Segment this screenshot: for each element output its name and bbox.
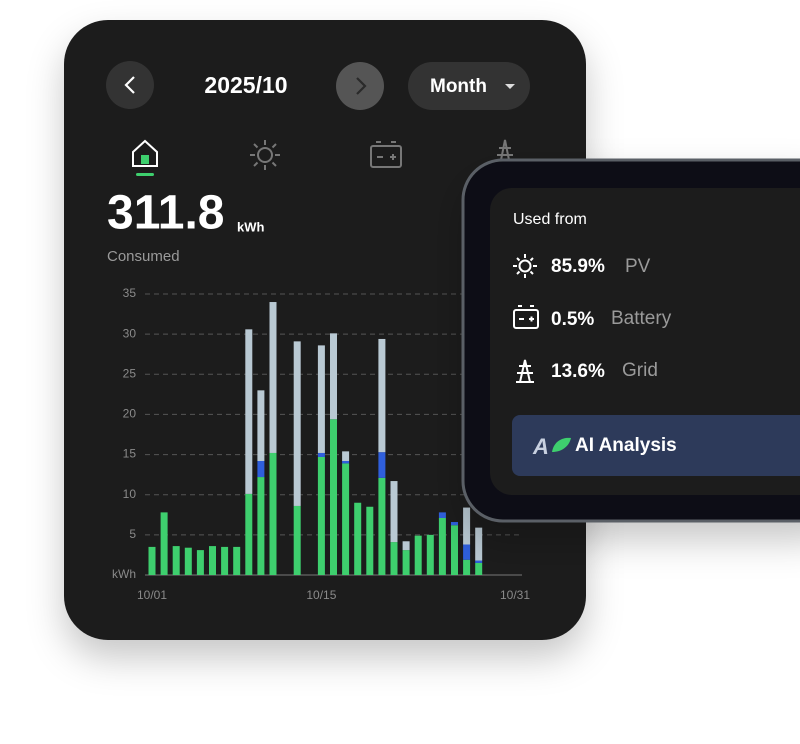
bar-segment (475, 562, 483, 575)
main-card (64, 20, 586, 640)
bar-segment (402, 550, 410, 575)
period: 2025/10 (204, 72, 287, 98)
bar-segment (221, 546, 229, 575)
y-tick-label: 10 (123, 487, 137, 501)
bar-segment (233, 546, 241, 575)
svg-text:A: A (532, 434, 549, 459)
bar-segment (463, 507, 471, 545)
bar-segment (378, 452, 386, 478)
bar-segment (184, 547, 192, 575)
y-tick-label: 15 (123, 447, 137, 461)
bar-segment (426, 534, 434, 575)
battery-icon (513, 305, 539, 329)
bar-segment (160, 512, 168, 575)
bar-segment (269, 302, 277, 453)
bar-segment (451, 522, 458, 526)
y-tick-label: 25 (123, 366, 137, 380)
grid-source: Grid (622, 360, 658, 381)
bar-segment (390, 481, 398, 543)
bar-segment (378, 477, 386, 575)
bar-segment (172, 546, 180, 575)
total-unit: kWh (237, 219, 265, 234)
bar-segment (342, 451, 350, 461)
breakdown-title: Used from (513, 211, 587, 228)
grid-icon (516, 359, 534, 383)
tabs (132, 139, 513, 176)
prev-icon (124, 76, 135, 94)
ai-button-label: AI Analysis (575, 435, 677, 456)
ai-button[interactable]: A AI Analysis (512, 415, 800, 476)
y-tick-label: 5 (129, 527, 136, 541)
battery-tab[interactable] (370, 141, 402, 168)
bar-segment (293, 505, 301, 575)
pv-percent: 85.9% (551, 256, 605, 277)
bar-segment (438, 517, 446, 575)
battery-source: Battery (611, 308, 672, 329)
view-label: Month (430, 76, 487, 97)
view-select[interactable] (408, 62, 530, 110)
grid-percent: 13.6% (551, 361, 605, 382)
next-icon (356, 77, 367, 95)
bar-segment (463, 544, 471, 560)
y-tick-label: 20 (123, 407, 137, 421)
bar-segment (245, 493, 253, 575)
bar-segment (475, 527, 483, 561)
pv-tab[interactable] (250, 140, 280, 170)
x-tick-label: 10/01 (137, 588, 167, 602)
bar-segment (402, 541, 410, 551)
bar-segment (196, 550, 204, 575)
bar-segment (475, 560, 483, 563)
bar-segment (390, 542, 398, 575)
bar-segment (414, 535, 422, 575)
dropdown-caret (505, 84, 515, 89)
bar-segment (257, 477, 265, 575)
bar-segment (257, 390, 265, 461)
bar-segment (257, 460, 265, 478)
bar-segment (463, 559, 471, 575)
bar-segment (148, 546, 156, 575)
bar-segment (451, 525, 458, 575)
bar-segment (330, 419, 337, 575)
bar-segment (354, 502, 362, 575)
bar-segment (269, 452, 277, 575)
bar-segment (342, 463, 350, 575)
chart: kWh 5 10 15 20 25 30 35 10/01 10/15 10/31 (112, 286, 530, 602)
grid-tab[interactable] (497, 139, 513, 166)
bar-segment (330, 333, 337, 420)
bar-segment (209, 546, 216, 575)
breakdown-card: Used from 85.9% PV 0.5% Battery 13.6% Gr… (461, 158, 800, 523)
x-tick-label: 10/15 (306, 588, 336, 602)
y-tick-label: 30 (123, 326, 137, 340)
prev-button[interactable] (106, 61, 154, 109)
y-tick-label: kWh (112, 567, 136, 581)
battery-percent: 0.5% (551, 309, 594, 330)
x-tick-label: 10/31 (500, 588, 530, 602)
home-tab[interactable] (132, 139, 158, 176)
total-label: Consumed (107, 248, 180, 265)
pv-icon (513, 254, 537, 278)
bar-segment (245, 329, 253, 494)
bar-segment (378, 338, 386, 453)
total-value: 311.8 (107, 187, 224, 240)
header: 2025/10 Month (106, 61, 530, 110)
next-button[interactable] (336, 62, 384, 110)
bar-segment (317, 345, 325, 453)
pv-source: PV (625, 256, 651, 277)
bar-segment (293, 341, 301, 506)
bar-segment (438, 512, 446, 518)
y-tick-label: 35 (123, 286, 137, 300)
bar-segment (342, 460, 350, 464)
bar-segment (366, 506, 374, 575)
bar-segment (317, 452, 325, 457)
bar-segment (317, 456, 325, 575)
